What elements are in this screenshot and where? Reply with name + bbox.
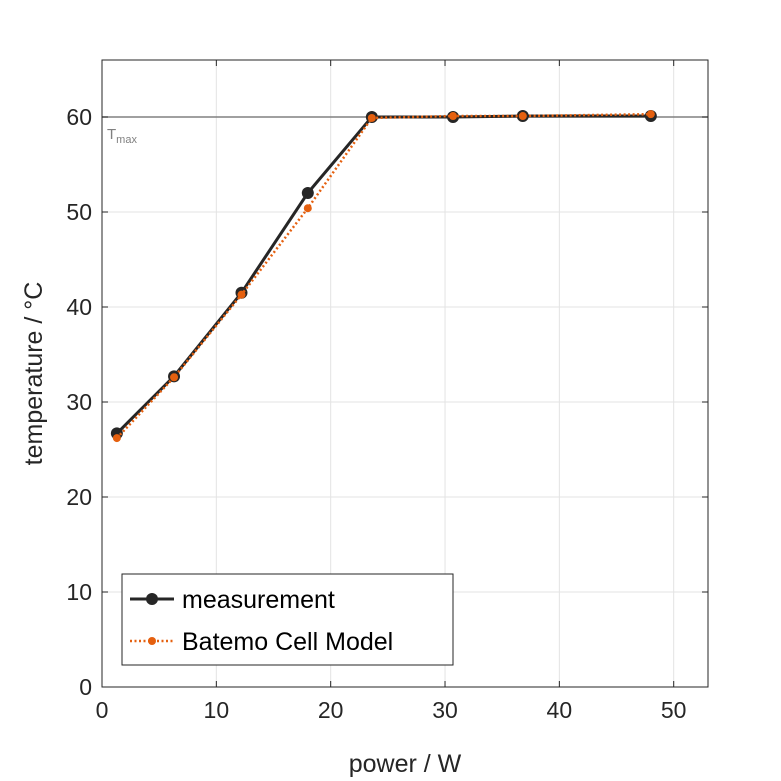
series-line (115, 114, 651, 435)
series-1 (112, 110, 655, 443)
data-point (301, 187, 314, 199)
data-point (170, 373, 179, 382)
t-max-label-main: T (107, 126, 116, 143)
x-tick-label: 50 (661, 697, 687, 723)
legend-swatch-marker (146, 593, 158, 605)
legend-entry-label: measurement (182, 586, 335, 614)
x-tick-label: 40 (547, 697, 573, 723)
data-point (367, 113, 376, 122)
x-tick-label: 30 (432, 697, 458, 723)
x-tick-label: 20 (318, 697, 344, 723)
series-line (115, 112, 651, 439)
t-max-label: Tmax (107, 126, 137, 146)
y-tick-label: 40 (66, 294, 92, 320)
y-tick-label: 60 (66, 104, 92, 130)
y-tick-label: 30 (66, 389, 92, 415)
x-tick-label: 0 (96, 697, 109, 723)
x-axis: 0 10 20 30 40 50 (96, 60, 687, 723)
y-tick-label: 20 (66, 484, 92, 510)
legend-swatch-marker (148, 637, 156, 645)
x-tick-label: 10 (204, 697, 230, 723)
legend: measurement Batemo Cell Model (121, 573, 454, 666)
data-point (112, 434, 121, 443)
y-tick-label: 50 (66, 199, 92, 225)
data-point (518, 112, 527, 121)
y-axis-label: temperature / °C (20, 282, 48, 466)
y-axis: 0 10 20 30 40 50 60 (66, 104, 708, 700)
data-point (303, 204, 312, 213)
plot-area (110, 110, 657, 443)
axes-frame (101, 59, 709, 688)
y-tick-label: 0 (79, 674, 92, 700)
y-tick-label: 10 (66, 579, 92, 605)
data-point (237, 290, 246, 299)
reference-line: Tmax (102, 116, 708, 146)
data-point (449, 112, 458, 121)
x-axis-label: power / W (349, 750, 462, 778)
series-0 (110, 110, 657, 440)
t-max-label-sub: max (116, 134, 137, 146)
legend-box (121, 573, 454, 666)
data-point (646, 110, 655, 119)
legend-entry-label: Batemo Cell Model (182, 628, 393, 656)
